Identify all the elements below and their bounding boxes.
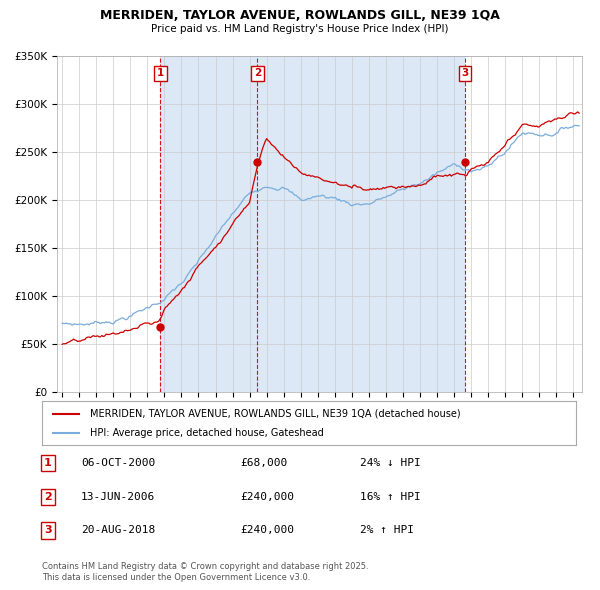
Text: £68,000: £68,000 [240,458,287,468]
Text: 06-OCT-2000: 06-OCT-2000 [81,458,155,468]
Text: MERRIDEN, TAYLOR AVENUE, ROWLANDS GILL, NE39 1QA (detached house): MERRIDEN, TAYLOR AVENUE, ROWLANDS GILL, … [90,409,461,418]
Text: 1: 1 [157,68,164,78]
Text: 20-AUG-2018: 20-AUG-2018 [81,526,155,535]
Text: 3: 3 [461,68,469,78]
Bar [257,56,465,392]
Text: 16% ↑ HPI: 16% ↑ HPI [360,492,421,502]
Text: HPI: Average price, detached house, Gateshead: HPI: Average price, detached house, Gate… [90,428,324,438]
Text: 13-JUN-2006: 13-JUN-2006 [81,492,155,502]
Bar [160,56,257,392]
Text: 2: 2 [254,68,261,78]
Text: 1: 1 [44,458,52,468]
Text: 24% ↓ HPI: 24% ↓ HPI [360,458,421,468]
Text: Price paid vs. HM Land Registry's House Price Index (HPI): Price paid vs. HM Land Registry's House … [151,24,449,34]
Text: 2% ↑ HPI: 2% ↑ HPI [360,526,414,535]
Text: 3: 3 [44,526,52,535]
Text: £240,000: £240,000 [240,526,294,535]
Text: 2: 2 [44,492,52,502]
Text: MERRIDEN, TAYLOR AVENUE, ROWLANDS GILL, NE39 1QA: MERRIDEN, TAYLOR AVENUE, ROWLANDS GILL, … [100,9,500,22]
Text: Contains HM Land Registry data © Crown copyright and database right 2025.
This d: Contains HM Land Registry data © Crown c… [42,562,368,582]
Text: £240,000: £240,000 [240,492,294,502]
